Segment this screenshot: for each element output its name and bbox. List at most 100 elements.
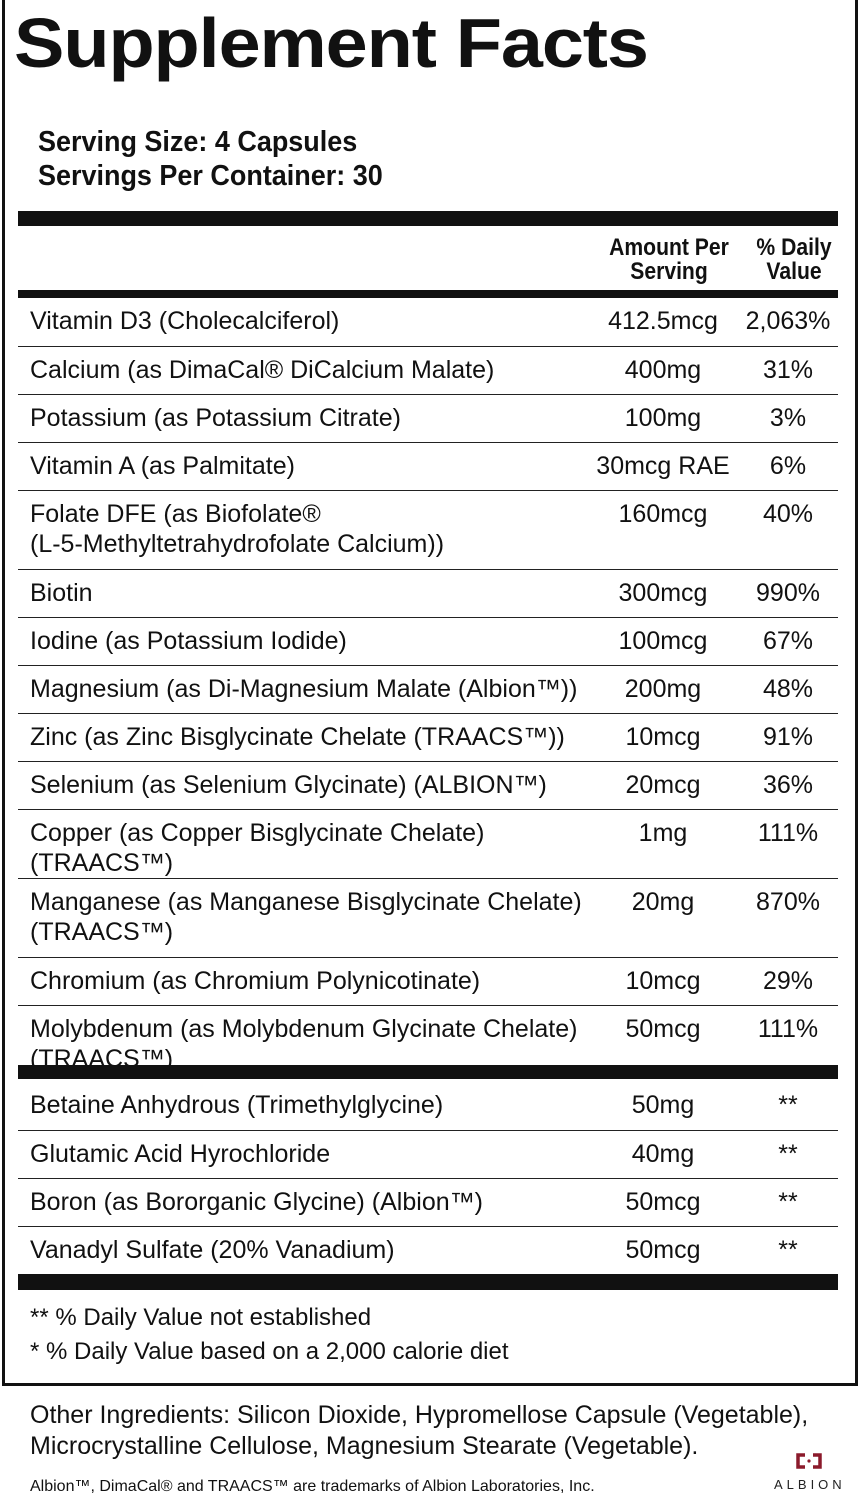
ingredient-name-line: Iodine (as Potassium Iodide) bbox=[30, 626, 347, 655]
table-row: Selenium (as Selenium Glycinate) (ALBION… bbox=[18, 761, 838, 810]
ingredient-name: Chromium (as Chromium Polynicotinate) bbox=[18, 957, 588, 1006]
servings-per-container: Servings Per Container: 30 bbox=[38, 160, 383, 192]
amount-header-line2: Serving bbox=[630, 258, 708, 285]
amount-per-serving: 50mcg bbox=[625, 1235, 701, 1264]
daily-value: ** bbox=[738, 1178, 838, 1227]
daily-value: 48% bbox=[738, 665, 838, 714]
ingredient-name: Selenium (as Selenium Glycinate) (ALBION… bbox=[18, 761, 588, 810]
table-row: Manganese (as Manganese Bisglycinate Che… bbox=[18, 878, 838, 958]
amount-per-serving: 100mg bbox=[588, 394, 738, 443]
daily-value: ** bbox=[738, 1082, 838, 1131]
amount-per-serving: 300mcg bbox=[588, 569, 738, 618]
ingredient-name-line: Chromium (as Chromium Polynicotinate) bbox=[30, 966, 481, 995]
table-row: Vitamin A (as Palmitate) 30mcg RAE 6% bbox=[18, 442, 838, 491]
supplement-facts-panel bbox=[2, 0, 858, 1386]
footnote-calorie-diet: * % Daily Value based on a 2,000 calorie… bbox=[30, 1338, 509, 1365]
amount-per-serving: 20mcg bbox=[588, 761, 738, 810]
table-row: Folate DFE (as Biofolate® (L-5-Methyltetr… bbox=[18, 490, 838, 570]
albion-logo-icon bbox=[796, 1453, 822, 1469]
serving-size: Serving Size: 4 Capsules bbox=[38, 126, 358, 158]
ingredient-name-line: Magnesium (as Di-Magnesium Malate (Albio… bbox=[30, 674, 578, 703]
table-row: Boron (as Bororganic Glycine) (Albion™) 5… bbox=[18, 1178, 838, 1227]
ingredient-name: Folate DFE (as Biofolate® (L-5-Methyltetr… bbox=[18, 490, 588, 570]
ingredient-name: Manganese (as Manganese Bisglycinate Che… bbox=[18, 878, 588, 958]
daily-value: ** bbox=[738, 1130, 838, 1179]
daily-value: 870% bbox=[738, 878, 838, 958]
page-title: Supplement Facts bbox=[14, 4, 649, 82]
ingredient-name-line: Calcium (as DimaCal® DiCalcium Malate) bbox=[30, 355, 495, 384]
dv-header-line1: % Daily bbox=[756, 234, 832, 261]
table-row: Iodine (as Potassium Iodide) 100mcg 67% bbox=[18, 617, 838, 666]
ingredient-name-line: Betaine Anhydrous (Trimethylglycine) bbox=[30, 1091, 444, 1119]
ingredient-name-line: Glutamic Acid Hyrochloride bbox=[30, 1139, 331, 1168]
daily-value: 111% bbox=[757, 1014, 819, 1043]
other-ingredients-line1: Other Ingredients: Silicon Dioxide, Hypr… bbox=[30, 1401, 809, 1429]
dv-header-line2: Value bbox=[766, 258, 822, 285]
other-ingredient-table: Betaine Anhydrous (Trimethylglycine) 50mg… bbox=[18, 1082, 838, 1274]
amount-per-serving: 10mcg bbox=[588, 713, 738, 762]
amount-per-serving: 10mcg bbox=[588, 957, 738, 1006]
table-row: Chromium (as Chromium Polynicotinate) 10m… bbox=[18, 957, 838, 1006]
ingredient-name: Vanadyl Sulfate (20% Vanadium) bbox=[18, 1226, 588, 1274]
ingredient-name: Boron (as Bororganic Glycine) (Albion™) bbox=[18, 1178, 588, 1227]
daily-value: 91% bbox=[738, 713, 838, 762]
ingredient-name-line: Zinc (as Zinc Bisglycinate Chelate (TRAA… bbox=[30, 722, 565, 751]
ingredient-name-line: Molybdenum (as Molybdenum Glycinate Chel… bbox=[30, 1014, 578, 1043]
table-row: Glutamic Acid Hyrochloride 40mg ** bbox=[18, 1130, 838, 1179]
medium-divider bbox=[18, 290, 838, 298]
amount-per-serving: 50mcg bbox=[588, 1178, 738, 1227]
ingredient-name: Glutamic Acid Hyrochloride bbox=[18, 1130, 588, 1179]
daily-value: 111% bbox=[738, 809, 838, 879]
ingredient-name-line: (TRAACS™) bbox=[30, 917, 174, 946]
thick-divider bbox=[18, 1274, 838, 1290]
ingredient-name-line: (L-5-Methyltetrahydrofolate Calcium)) bbox=[30, 529, 445, 558]
daily-value: ** bbox=[778, 1235, 798, 1264]
trademark-note: Albion™, DimaCal® and TRAACS™ are tradem… bbox=[30, 1478, 595, 1495]
ingredient-name: Magnesium (as Di-Magnesium Malate (Albio… bbox=[18, 665, 588, 714]
footnote-dv-not-established: ** % Daily Value not established bbox=[30, 1304, 372, 1331]
ingredient-name-line: Copper (as Copper Bisglycinate Chelate) … bbox=[30, 818, 485, 877]
ingredient-name-line: Folate DFE (as Biofolate® bbox=[30, 499, 321, 528]
nutrient-table: Vitamin D3 (Cholecalciferol) 412.5mcg 2,06… bbox=[18, 298, 838, 1084]
ingredient-name: Iodine (as Potassium Iodide) bbox=[18, 617, 588, 666]
ingredient-name-line: Vitamin D3 (Cholecalciferol) bbox=[30, 307, 340, 335]
table-row: Vanadyl Sulfate (20% Vanadium) 50mcg ** bbox=[18, 1226, 838, 1274]
thick-divider bbox=[18, 211, 838, 226]
amount-header: Amount Per Serving bbox=[603, 236, 735, 284]
ingredient-name-line: Boron (as Bororganic Glycine) (Albion™) bbox=[30, 1187, 483, 1216]
table-row: Magnesium (as Di-Magnesium Malate (Albio… bbox=[18, 665, 838, 714]
ingredient-name-line: Potassium (as Potassium Citrate) bbox=[30, 403, 401, 432]
amount-per-serving: 50mcg bbox=[625, 1014, 701, 1043]
ingredient-name-line: Vanadyl Sulfate (20% Vanadium) bbox=[30, 1235, 395, 1264]
ingredient-name: Vitamin A (as Palmitate) bbox=[18, 442, 588, 491]
table-row: Betaine Anhydrous (Trimethylglycine) 50mg… bbox=[18, 1082, 838, 1131]
daily-value: 67% bbox=[738, 617, 838, 666]
ingredient-name: Vitamin D3 (Cholecalciferol) bbox=[18, 298, 588, 347]
amount-per-serving: 30mcg RAE bbox=[588, 442, 738, 491]
daily-value: 2,063% bbox=[738, 298, 838, 347]
ingredient-name: Calcium (as DimaCal® DiCalcium Malate) bbox=[18, 346, 588, 395]
daily-value: 6% bbox=[738, 442, 838, 491]
other-ingredients: Other Ingredients: Silicon Dioxide, Hypr… bbox=[30, 1400, 808, 1462]
ingredient-name: Copper (as Copper Bisglycinate Chelate) … bbox=[18, 809, 588, 879]
daily-value: 3% bbox=[738, 394, 838, 443]
daily-value: 36% bbox=[738, 761, 838, 810]
table-row: Vitamin D3 (Cholecalciferol) 412.5mcg 2,06… bbox=[18, 298, 838, 347]
amount-per-serving: 400mg bbox=[588, 346, 738, 395]
table-row: Molybdenum (as Molybdenum Glycinate Chel… bbox=[18, 1005, 838, 1084]
amount-per-serving: 100mcg bbox=[588, 617, 738, 666]
ingredient-name-line: Biotin bbox=[30, 578, 93, 607]
table-row: Biotin 300mcg 990% bbox=[18, 569, 838, 618]
thick-divider bbox=[18, 1065, 838, 1079]
dv-header: % Daily Value bbox=[750, 236, 838, 284]
ingredient-name: Potassium (as Potassium Citrate) bbox=[18, 394, 588, 443]
daily-value: 40% bbox=[738, 490, 838, 570]
daily-value: 990% bbox=[738, 569, 838, 618]
ingredient-name: Biotin bbox=[18, 569, 588, 618]
albion-logo: ALBION bbox=[774, 1452, 844, 1492]
albion-logo-text: ALBION bbox=[774, 1477, 846, 1492]
amount-per-serving: 20mg bbox=[588, 878, 738, 958]
amount-per-serving: 50mg bbox=[588, 1082, 738, 1131]
ingredient-name: Betaine Anhydrous (Trimethylglycine) bbox=[18, 1082, 588, 1131]
daily-value: 31% bbox=[738, 346, 838, 395]
